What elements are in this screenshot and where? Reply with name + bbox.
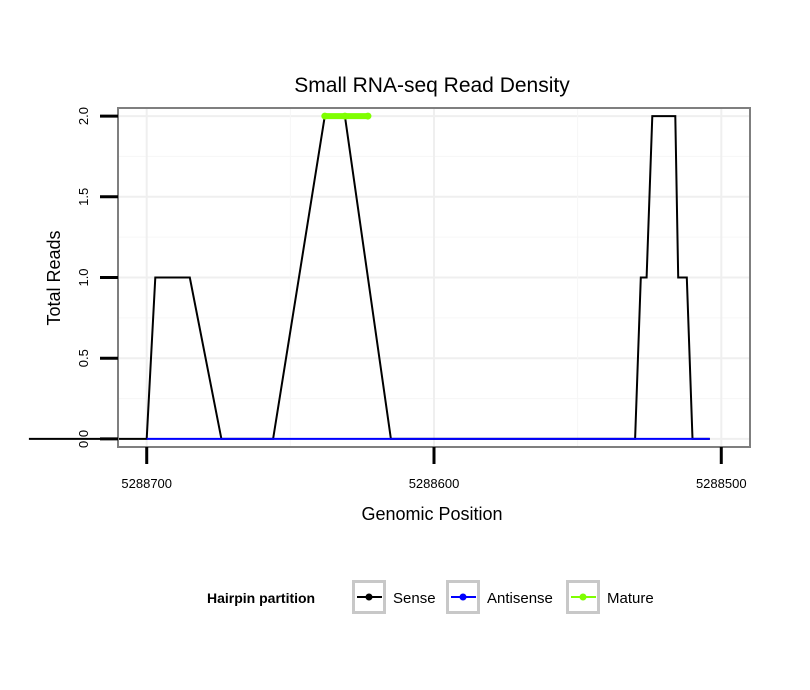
legend-key-point [459,593,467,601]
legend-item-sense: Sense [352,580,436,614]
data-point-mature [341,112,349,120]
series-layer [28,112,710,440]
x-axis-title: Genomic Position [361,504,502,524]
legend-item-mature: Mature [566,580,654,614]
grid [118,108,750,447]
x-axis: 5288700 5288600 5288500 [121,447,747,491]
y-tick-label: 0.5 [76,349,91,367]
y-tick-label: 0.0 [76,430,91,448]
legend: Hairpin partition Sense Antisense Mature [207,580,654,614]
legend-label: Antisense [487,590,553,607]
chart-title: Small RNA-seq Read Density [294,74,570,97]
legend-label: Sense [393,590,436,607]
legend-key-point [365,593,373,601]
legend-item-antisense: Antisense [446,580,553,614]
legend-label: Mature [607,590,654,607]
legend-key-point [579,593,587,601]
y-tick-label: 2.0 [76,107,91,125]
y-axis: 0.0 0.5 1.0 1.5 2.0 [76,107,118,448]
data-point-mature [321,112,329,120]
data-point-mature [364,112,372,120]
x-tick-label: 5288700 [121,476,172,491]
y-tick-label: 1.5 [76,188,91,206]
y-tick-label: 1.0 [76,268,91,286]
x-tick-label: 5288600 [409,476,460,491]
y-axis-title: Total Reads [44,230,64,325]
x-tick-label: 5288500 [696,476,747,491]
legend-title: Hairpin partition [207,590,315,606]
